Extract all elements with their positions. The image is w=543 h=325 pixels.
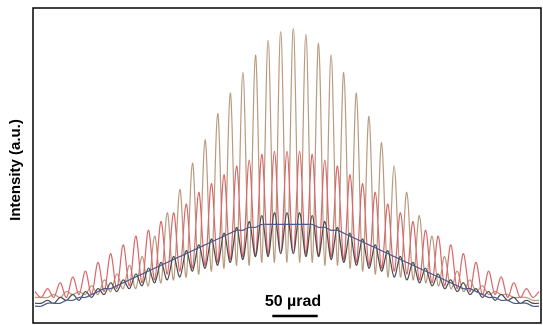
y-axis-label: Intensity (a.u.) xyxy=(7,119,24,221)
plot-frame xyxy=(32,7,542,324)
series-line-3 xyxy=(34,212,540,305)
series-group xyxy=(34,28,540,307)
series-line-1 xyxy=(35,28,540,302)
series-line-2 xyxy=(34,150,540,299)
scale-bar-label: 50 µrad xyxy=(265,293,321,310)
series-line-4 xyxy=(34,223,540,307)
